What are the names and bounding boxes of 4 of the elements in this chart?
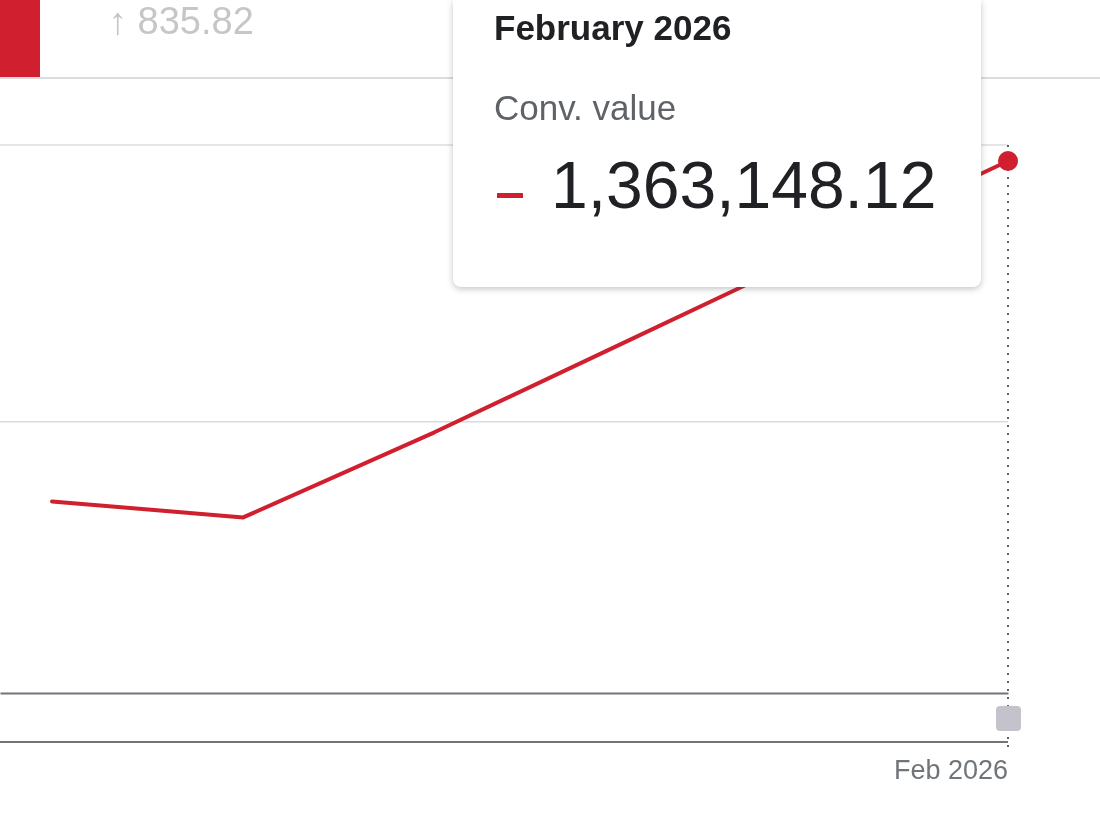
text: ↑ 835.82 [108, 0, 254, 44]
annotation: 1,363,148.12 [551, 148, 937, 222]
text: Feb 2026 [894, 755, 1009, 787]
tooltip: February 2026 Conv. value 1,363,148.12 [453, 0, 981, 287]
